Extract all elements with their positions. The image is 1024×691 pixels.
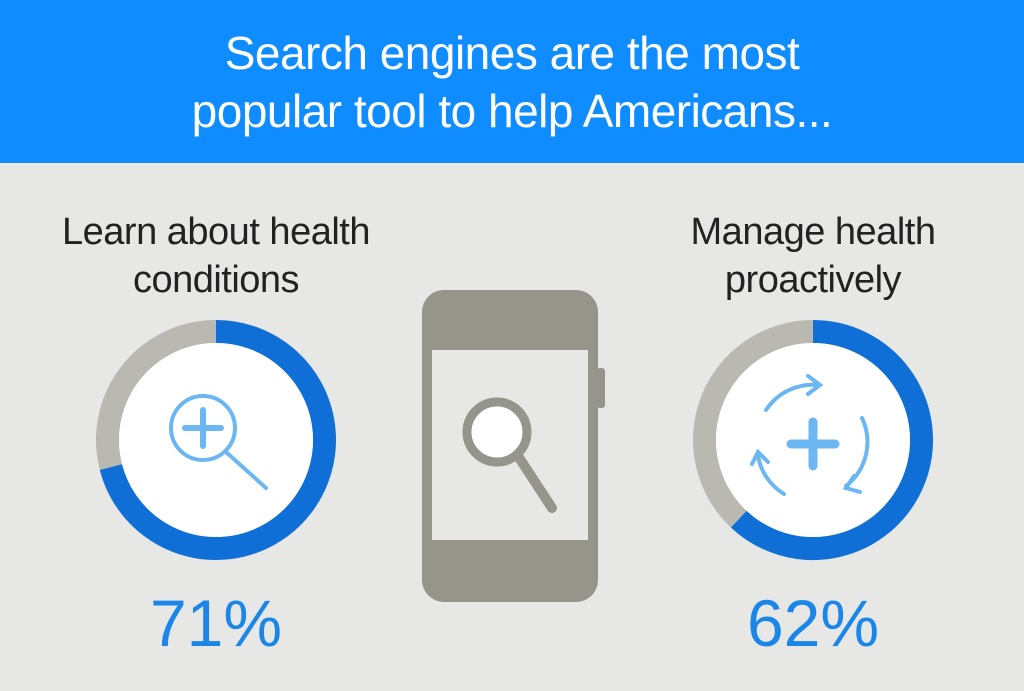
phone-icon bbox=[422, 290, 605, 602]
donut-segment bbox=[693, 320, 814, 528]
cycle-icon bbox=[750, 374, 870, 496]
header: Search engines are the most popular tool… bbox=[0, 0, 1024, 163]
donut-segment bbox=[99, 320, 336, 560]
zoom-icon bbox=[169, 394, 268, 490]
chart-title: Manage health proactively bbox=[690, 211, 936, 301]
donut-segment bbox=[96, 320, 217, 470]
donut-segment bbox=[730, 320, 933, 560]
chart-title: Learn about health conditions bbox=[62, 211, 370, 301]
value-label: 62% bbox=[746, 586, 880, 660]
header-title: Search engines are the most popular tool… bbox=[191, 26, 833, 137]
value-label: 71% bbox=[149, 586, 283, 660]
donut-center bbox=[119, 343, 313, 537]
